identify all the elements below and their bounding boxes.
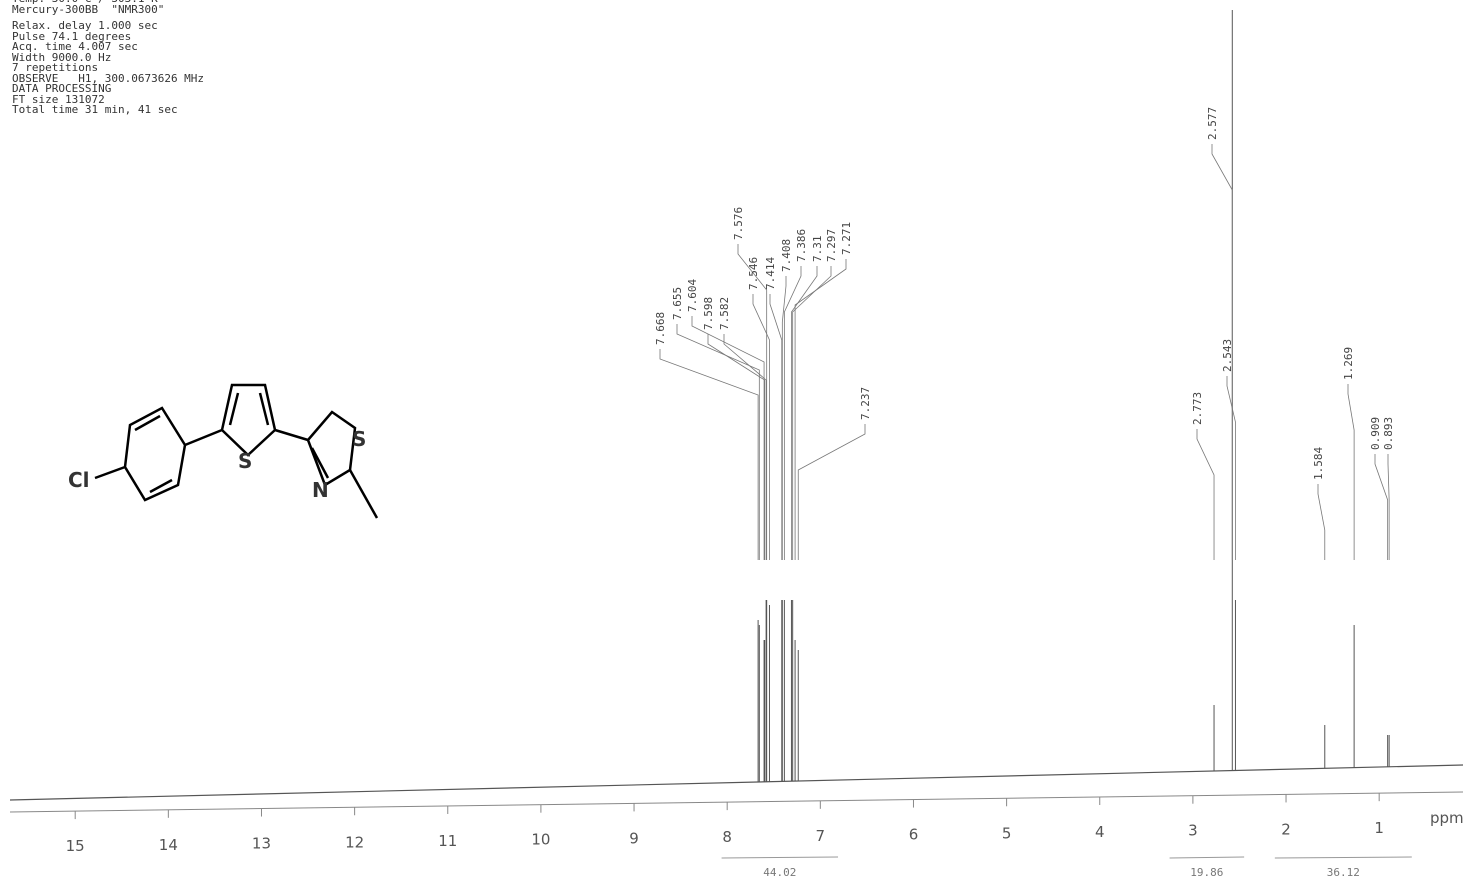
- x-tick-label: 1: [1374, 819, 1384, 837]
- peak-label: 7.408: [780, 239, 793, 272]
- x-axis-label: ppm: [1430, 809, 1463, 827]
- atom-label: S: [238, 449, 252, 473]
- parameter-line: Relax. delay 1.000 sec: [12, 19, 158, 32]
- parameter-line: 7 repetitions: [12, 61, 99, 74]
- parameter-line: Pulse 74.1 degrees: [12, 29, 132, 43]
- parameter-line: FT size 131072: [12, 92, 105, 106]
- integral-label: 19.86: [1190, 866, 1223, 879]
- peak-leader: [769, 294, 783, 560]
- peak-label: 7.582: [718, 297, 731, 330]
- integral-range: [721, 856, 839, 859]
- peak-leader: [752, 294, 770, 560]
- peak-leader: [737, 244, 768, 560]
- x-tick-label: 13: [252, 835, 271, 853]
- peak-label: 2.577: [1206, 107, 1219, 140]
- parameter-line: Width 9000.0 Hz: [12, 50, 112, 64]
- peak-label: 7.655: [671, 287, 684, 320]
- peak-leader: [1226, 376, 1236, 560]
- peak-leader: [707, 334, 766, 560]
- x-axis: [9, 791, 1463, 813]
- peak-leader: [676, 324, 760, 560]
- integral-range: [1169, 856, 1245, 859]
- peak-label: 0.893: [1382, 417, 1395, 450]
- x-tick-label: 3: [1188, 822, 1198, 840]
- peak-leader: [1387, 454, 1390, 560]
- peak-leader: [1374, 454, 1389, 560]
- parameter-line: OBSERVE H1, 300.0673626 MHz: [12, 71, 205, 85]
- peak-label: 7.31: [811, 236, 824, 263]
- molecule: [94, 383, 379, 519]
- peak-leader: [781, 276, 787, 560]
- peak-label: 2.543: [1221, 339, 1234, 372]
- x-tick-label: 2: [1281, 820, 1291, 838]
- parameter-line: Total time 31 min, 41 sec: [12, 103, 178, 116]
- peak-label: 7.604: [686, 279, 699, 312]
- peak-label: 7.668: [654, 312, 667, 345]
- parameter-line: Temp. 30.0 C / 303.1 K: [12, 0, 204, 5]
- peak-leader: [1211, 144, 1233, 560]
- peak-label: 1.269: [1342, 347, 1355, 380]
- peak-leader: [1196, 429, 1215, 560]
- peak-label: 7.386: [795, 229, 808, 262]
- x-tick-label: 8: [722, 828, 732, 846]
- x-tick-label: 5: [1002, 824, 1012, 842]
- peak-label: 2.773: [1191, 392, 1204, 425]
- x-tick-label: 4: [1095, 823, 1105, 841]
- peak-leader: [792, 266, 832, 560]
- peak-leader: [794, 259, 847, 560]
- peak-leader: [723, 334, 767, 560]
- x-tick-label: 15: [66, 837, 85, 855]
- peak-label: 1.584: [1312, 447, 1325, 480]
- parameters: Temp. 30.0 C / 303.1 KMercury-300BB "NMR…: [12, 0, 204, 116]
- parameter-line: Acq. time 4.007 sec: [12, 40, 138, 53]
- integral-label: 36.12: [1327, 866, 1360, 879]
- atom-label: N: [312, 478, 329, 502]
- peak-label: 7.237: [859, 387, 872, 420]
- peak-leader: [783, 266, 802, 560]
- x-tick-label: 12: [345, 833, 364, 851]
- x-tick-label: 14: [159, 836, 178, 854]
- peak-leader: [797, 424, 866, 560]
- peak-label: 0.909: [1369, 417, 1382, 450]
- peak-label: 7.297: [825, 229, 838, 262]
- peak-label: 7.546: [747, 257, 760, 290]
- peak-leader: [1347, 384, 1355, 560]
- integral-label: 44.02: [763, 866, 796, 879]
- peak-label: 7.598: [702, 297, 715, 330]
- peak-leader: [659, 349, 759, 560]
- x-tick-label: 9: [629, 829, 639, 847]
- peak-label: 7.271: [840, 222, 853, 255]
- parameter-line: Mercury-300BB "NMR300": [12, 2, 165, 16]
- peak-label: 7.414: [764, 257, 777, 290]
- x-tick-label: 7: [816, 827, 826, 845]
- peak-leader: [791, 266, 818, 560]
- parameter-line: DATA PROCESSING: [12, 82, 112, 95]
- atom-label: Cl: [68, 468, 90, 492]
- peak-label: 7.576: [732, 207, 745, 240]
- x-tick-label: 6: [909, 826, 919, 844]
- peak-leader: [1317, 484, 1326, 560]
- integral-range: [1274, 856, 1412, 859]
- peak-leader: [691, 316, 765, 560]
- x-tick-label: 10: [531, 831, 550, 849]
- atom-label: S: [352, 427, 366, 451]
- baseline: [9, 764, 1463, 801]
- x-tick-label: 11: [438, 832, 457, 850]
